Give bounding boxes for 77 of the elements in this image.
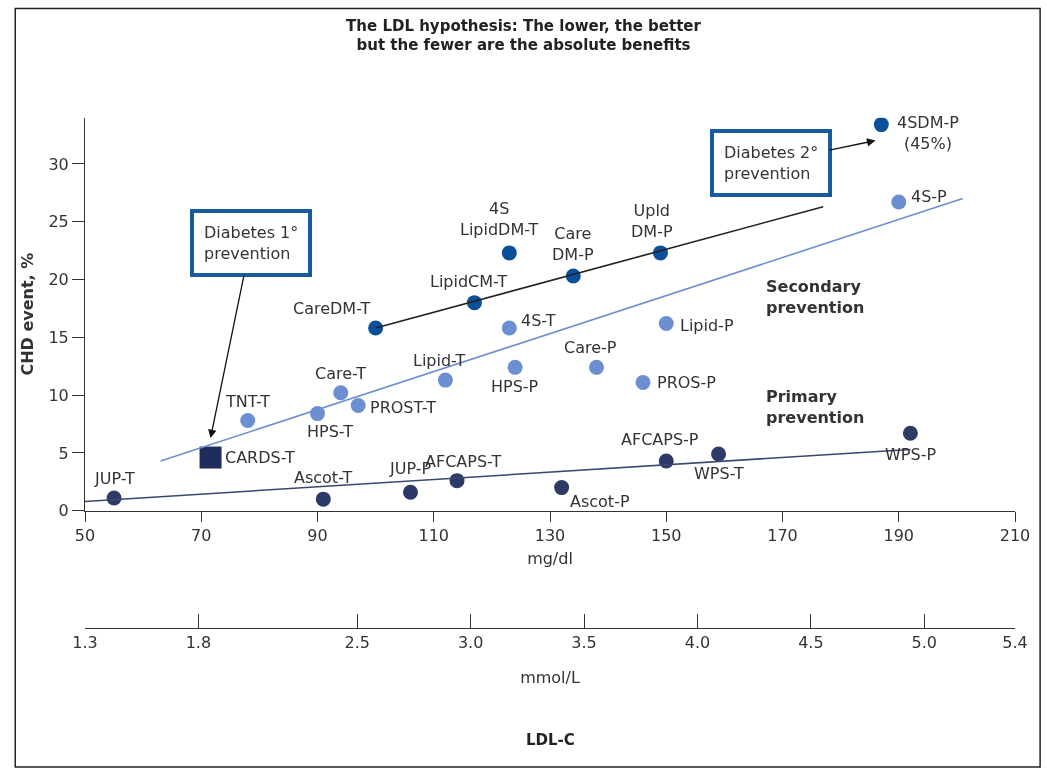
y-tick-label: 10 [48, 385, 69, 405]
x-tick-label: 170 [767, 525, 798, 545]
annotation: CareDM-T [293, 299, 371, 318]
point [873, 117, 889, 133]
annotation: JUP-T [94, 469, 136, 488]
chart-title: The LDL hypothesis: The lower, the better but the fewer are the absolute benefits [346, 16, 702, 55]
x2-tick-label: 3.0 [457, 632, 484, 652]
point [333, 385, 349, 401]
y-tick-label: 30 [48, 154, 69, 174]
point [368, 320, 384, 336]
annotation: Diabetes 1° prevention [204, 223, 299, 263]
point [891, 194, 907, 210]
point [199, 446, 222, 469]
annotation: AFCAPS-P [621, 430, 699, 449]
annotation: Upld DM-P [631, 201, 673, 241]
x2-tick-label: 1.8 [185, 632, 212, 652]
x2-tick-label: 2.5 [344, 632, 370, 652]
annotation: Diabetes 2° prevention [724, 143, 819, 183]
point [635, 374, 651, 390]
x2-axis-title: mmol/L [520, 667, 580, 687]
annotation: Ascot-P [570, 492, 630, 511]
x-tick-label: 110 [418, 525, 450, 545]
y-tick-label: 25 [48, 212, 69, 232]
point [902, 425, 918, 441]
annotation: 4SDM-P (45%) [897, 113, 960, 153]
point [403, 484, 418, 500]
annotation: CARDS-T [225, 448, 296, 467]
annotation: HPS-P [491, 377, 539, 396]
x2-tick-label: 4.5 [798, 632, 824, 652]
annotation: 4S-T [521, 311, 556, 330]
text: LDL-C [526, 731, 575, 749]
x-tick-label: 210 [999, 525, 1031, 545]
x2-tick-label: 5.4 [1002, 632, 1028, 652]
x2-tick-label: 4.0 [684, 632, 711, 652]
x-tick-label: 130 [534, 525, 566, 545]
x-tick-label: 50 [74, 525, 96, 545]
annotation: 4S-P [911, 187, 948, 206]
x-tick-label: 150 [650, 525, 682, 545]
x-tick-label: 190 [883, 525, 915, 545]
annotation: WPS-P [885, 445, 937, 464]
point [350, 398, 366, 413]
x-axis-title: mg/dl [527, 548, 573, 568]
annotation: Secondary prevention [766, 277, 865, 317]
annotation: Care-P [564, 338, 617, 357]
point [315, 491, 331, 507]
x-tick-label: 70 [191, 525, 212, 545]
point [658, 315, 674, 331]
y-tick-label: 20 [48, 270, 69, 290]
annotation: Ascot-T [294, 468, 353, 487]
point [501, 320, 517, 336]
point [240, 413, 256, 429]
annotation: WPS-T [694, 464, 744, 483]
point [589, 359, 604, 375]
x2-tick-label: 5.0 [911, 632, 937, 652]
annotation: 4S LipidDM-T [460, 199, 539, 239]
annotation: Primary prevention [766, 387, 865, 427]
annotation: Lipid-P [680, 316, 734, 335]
annotation: Lipid-T [413, 351, 466, 370]
annotation: HPS-T [307, 422, 354, 441]
y-axis-title: CHD event, % [18, 252, 38, 376]
point [437, 372, 453, 388]
annotation: PROST-T [370, 398, 437, 417]
point [711, 446, 727, 462]
x-tick-label: 90 [307, 525, 328, 545]
y-tick-label: 15 [48, 327, 69, 347]
x2-tick-label: 1.3 [72, 632, 98, 652]
y-tick-label: 5 [58, 443, 69, 463]
point [507, 359, 523, 375]
annotation: TNT-T [225, 392, 271, 411]
annotation: LipidCM-T [430, 272, 508, 291]
annotation: Care-T [315, 364, 367, 383]
point [501, 245, 517, 261]
annotation: PROS-P [657, 373, 717, 392]
x2-tick-label: 3.5 [571, 632, 597, 652]
y-tick-label: 0 [58, 501, 69, 521]
annotation: Care DM-P [552, 224, 594, 264]
point [554, 480, 570, 496]
